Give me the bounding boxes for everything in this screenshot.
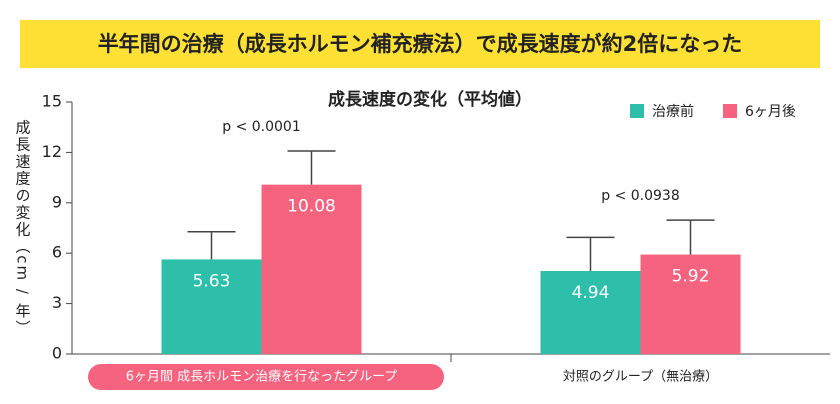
bar <box>540 271 641 354</box>
y-tick-label: 0 <box>52 344 62 363</box>
bar <box>261 184 362 354</box>
y-tick-label: 12 <box>42 142 62 161</box>
category-highlight <box>88 364 444 390</box>
header-title: 半年間の治療（成長ホルモン補充療法）で成長速度が約2倍になった <box>98 32 743 56</box>
value-label: 5.92 <box>672 267 710 287</box>
y-tick-label: 3 <box>52 293 62 312</box>
chart-title: 成長速度の変化（平均値） <box>328 89 532 110</box>
y-axis-label: 成長速度の変化（cm / 年） <box>14 119 32 336</box>
header-band <box>20 20 820 68</box>
legend-swatch <box>630 104 644 118</box>
y-tick-label: 9 <box>52 192 62 211</box>
y-tick-label: 15 <box>42 92 62 111</box>
legend-label: 治療前 <box>652 103 694 120</box>
y-tick-label: 6 <box>52 243 62 262</box>
x-tick-label: 対照のグループ（無治療） <box>563 370 718 385</box>
bar <box>161 259 262 354</box>
annotation: p < 0.0001 <box>222 119 301 135</box>
value-label: 4.94 <box>572 283 610 303</box>
legend-swatch <box>723 104 737 118</box>
value-label: 5.63 <box>193 271 231 291</box>
value-label: 10.08 <box>287 197 336 217</box>
legend-label: 6ヶ月後 <box>745 104 796 120</box>
x-tick-label: 6ヶ月間 成長ホルモン治療を行なったグループ <box>126 370 398 385</box>
annotation: p < 0.0938 <box>601 188 680 204</box>
bar <box>640 254 741 354</box>
